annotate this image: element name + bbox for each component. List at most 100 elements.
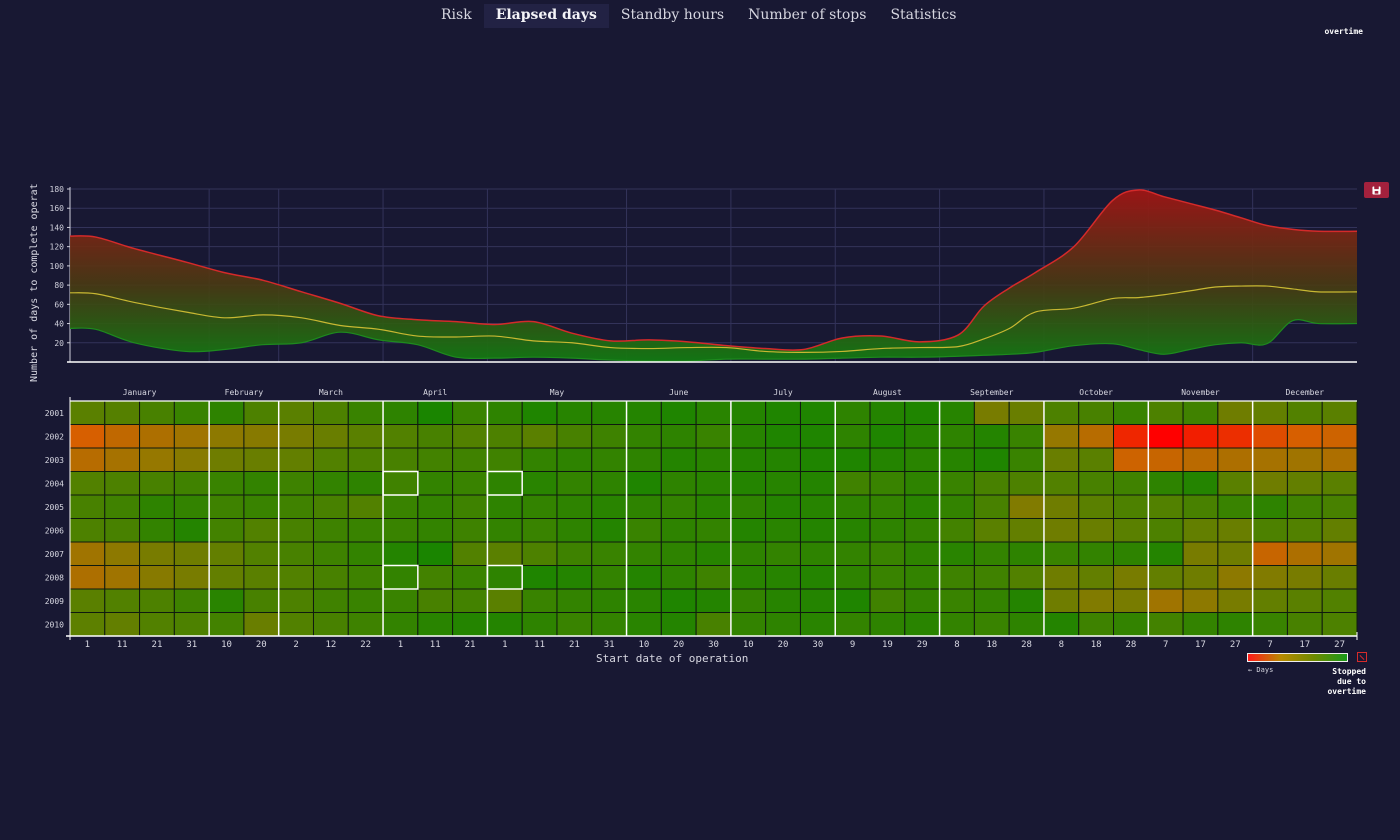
heatmap-cell[interactable] xyxy=(139,471,175,496)
tab-standby-hours[interactable]: Standby hours xyxy=(620,7,725,23)
heatmap-cell[interactable] xyxy=(139,541,175,566)
heatmap-cell[interactable] xyxy=(1043,400,1080,425)
heatmap-cell[interactable] xyxy=(1182,588,1219,613)
heatmap-cell[interactable] xyxy=(1217,447,1254,472)
heatmap-cell[interactable] xyxy=(69,400,106,425)
heatmap-cell[interactable] xyxy=(347,588,384,613)
heatmap-cell[interactable] xyxy=(730,471,767,496)
heatmap-cell[interactable] xyxy=(486,565,523,590)
heatmap-cell[interactable] xyxy=(452,612,488,637)
heatmap-cell[interactable] xyxy=(347,471,384,496)
heatmap-cell[interactable] xyxy=(243,494,280,519)
heatmap-cell[interactable] xyxy=(973,588,1010,613)
heatmap-cell[interactable] xyxy=(1286,612,1323,637)
heatmap-cell[interactable] xyxy=(1217,565,1254,590)
heatmap-cell[interactable] xyxy=(104,565,141,590)
heatmap-cell[interactable] xyxy=(417,588,454,613)
heatmap-cell[interactable] xyxy=(1043,447,1080,472)
heatmap-cell[interactable] xyxy=(104,471,141,496)
heatmap-cell[interactable] xyxy=(834,588,871,613)
heatmap-cell[interactable] xyxy=(1078,541,1115,566)
heatmap-cell[interactable] xyxy=(556,612,593,637)
heatmap-cell[interactable] xyxy=(1286,518,1323,543)
heatmap-cell[interactable] xyxy=(208,447,245,472)
tab-elapsed-days[interactable]: Elapsed days xyxy=(483,4,609,28)
heatmap-cell[interactable] xyxy=(1147,518,1184,543)
heatmap-cell[interactable] xyxy=(1286,400,1323,425)
heatmap-cell[interactable] xyxy=(1078,612,1115,637)
heatmap-cell[interactable] xyxy=(208,588,245,613)
heatmap-cell[interactable] xyxy=(591,518,628,543)
heatmap-cell[interactable] xyxy=(1043,541,1080,566)
heatmap-cell[interactable] xyxy=(452,518,488,543)
heatmap-cell[interactable] xyxy=(104,518,141,543)
heatmap-cell[interactable] xyxy=(1043,424,1080,449)
heatmap-cell[interactable] xyxy=(486,518,523,543)
heatmap-cell[interactable] xyxy=(695,588,732,613)
heatmap-cell[interactable] xyxy=(556,518,593,543)
heatmap-cell[interactable] xyxy=(869,518,906,543)
heatmap-cell[interactable] xyxy=(452,400,488,425)
heatmap-cell[interactable] xyxy=(139,612,175,637)
heatmap-cell[interactable] xyxy=(660,494,697,519)
heatmap-cell[interactable] xyxy=(104,588,141,613)
heatmap-cell[interactable] xyxy=(591,541,628,566)
heatmap-cell[interactable] xyxy=(139,424,175,449)
heatmap-cell[interactable] xyxy=(660,471,697,496)
heatmap-cell[interactable] xyxy=(626,541,662,566)
heatmap-cell[interactable] xyxy=(417,565,454,590)
heatmap-cell[interactable] xyxy=(69,541,106,566)
heatmap-cell[interactable] xyxy=(69,494,106,519)
heatmap-cell[interactable] xyxy=(521,447,558,472)
heatmap-cell[interactable] xyxy=(452,541,488,566)
heatmap-cell[interactable] xyxy=(1286,447,1323,472)
heatmap-cell[interactable] xyxy=(347,424,384,449)
heatmap-cell[interactable] xyxy=(799,424,836,449)
heatmap-cell[interactable] xyxy=(1286,494,1323,519)
heatmap-cell[interactable] xyxy=(1321,588,1358,613)
heatmap-cell[interactable] xyxy=(208,424,245,449)
heatmap-cell[interactable] xyxy=(1113,400,1149,425)
heatmap-cell[interactable] xyxy=(834,612,871,637)
heatmap-cell[interactable] xyxy=(312,424,349,449)
heatmap-cell[interactable] xyxy=(1147,471,1184,496)
heatmap-cell[interactable] xyxy=(382,494,419,519)
heatmap-cell[interactable] xyxy=(765,400,801,425)
heatmap-cell[interactable] xyxy=(1286,541,1323,566)
heatmap-cell[interactable] xyxy=(452,424,488,449)
heatmap-cell[interactable] xyxy=(173,588,210,613)
heatmap-cell[interactable] xyxy=(208,471,245,496)
heatmap-cell[interactable] xyxy=(452,471,488,496)
heatmap-cell[interactable] xyxy=(1321,612,1358,637)
heatmap-cell[interactable] xyxy=(1078,588,1115,613)
heatmap-cell[interactable] xyxy=(69,471,106,496)
heatmap-cell[interactable] xyxy=(243,518,280,543)
heatmap-cell[interactable] xyxy=(1182,494,1219,519)
heatmap-cell[interactable] xyxy=(695,447,732,472)
heatmap-cell[interactable] xyxy=(765,447,801,472)
heatmap-cell[interactable] xyxy=(1252,565,1288,590)
heatmap-cell[interactable] xyxy=(521,424,558,449)
heatmap-cell[interactable] xyxy=(730,400,767,425)
heatmap-cell[interactable] xyxy=(973,541,1010,566)
heatmap-cell[interactable] xyxy=(1252,588,1288,613)
heatmap-cell[interactable] xyxy=(208,565,245,590)
heatmap-cell[interactable] xyxy=(1182,612,1219,637)
heatmap-cell[interactable] xyxy=(104,424,141,449)
heatmap-cell[interactable] xyxy=(1182,471,1219,496)
heatmap-cell[interactable] xyxy=(834,541,871,566)
heatmap-cell[interactable] xyxy=(173,424,210,449)
heatmap-cell[interactable] xyxy=(904,400,941,425)
heatmap-cell[interactable] xyxy=(869,471,906,496)
heatmap-cell[interactable] xyxy=(173,471,210,496)
heatmap-cell[interactable] xyxy=(347,447,384,472)
heatmap-cell[interactable] xyxy=(486,494,523,519)
heatmap-cell[interactable] xyxy=(765,541,801,566)
heatmap-cell[interactable] xyxy=(869,541,906,566)
heatmap-cell[interactable] xyxy=(1113,424,1149,449)
heatmap-cell[interactable] xyxy=(730,541,767,566)
heatmap-cell[interactable] xyxy=(834,400,871,425)
heatmap-cell[interactable] xyxy=(139,447,175,472)
heatmap-cell[interactable] xyxy=(173,400,210,425)
heatmap-cell[interactable] xyxy=(1078,565,1115,590)
